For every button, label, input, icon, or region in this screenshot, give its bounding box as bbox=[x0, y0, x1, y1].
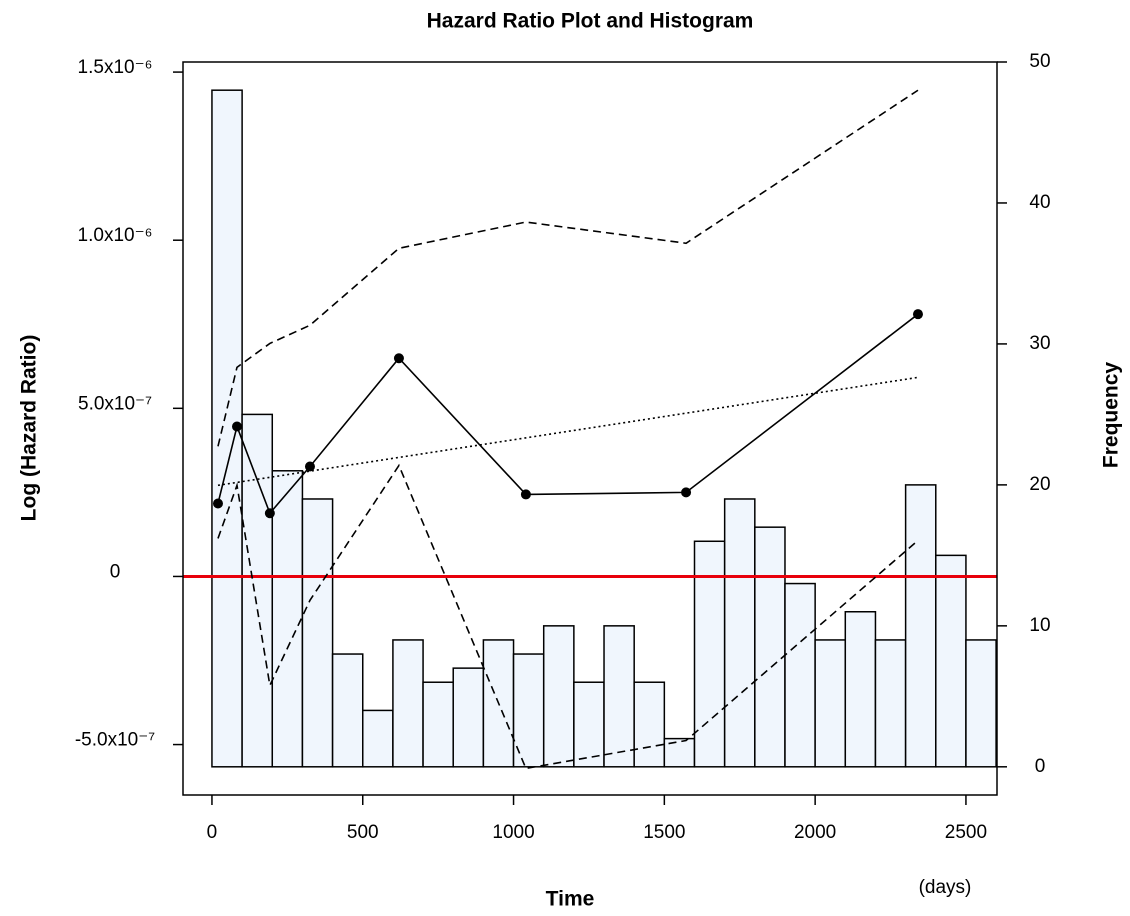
histogram-bar bbox=[301, 498, 334, 768]
hazard-point bbox=[681, 487, 692, 498]
hazard-line bbox=[217, 89, 919, 447]
y2-tick-label: 0 bbox=[1035, 756, 1046, 777]
y-tick-label: 1.0x10⁻⁶ bbox=[78, 225, 153, 246]
histogram-bar bbox=[361, 709, 394, 768]
y2-tick-label: 10 bbox=[1029, 615, 1050, 636]
x-tick-label: 0 bbox=[207, 822, 218, 843]
histogram-bar bbox=[422, 681, 454, 768]
y2-axis-label: Frequency bbox=[1100, 362, 1123, 469]
hazard-point bbox=[304, 461, 315, 472]
histogram-bar bbox=[331, 653, 364, 768]
histogram-bar bbox=[814, 639, 847, 768]
x-tick-label: 2000 bbox=[794, 822, 836, 843]
histogram-bar bbox=[512, 653, 545, 768]
histogram-bar bbox=[633, 681, 666, 768]
histogram-bar bbox=[904, 484, 937, 768]
hazard-point bbox=[520, 489, 531, 500]
hazard-point bbox=[231, 421, 242, 432]
y-tick-label: 5.0x10⁻⁷ bbox=[78, 393, 152, 414]
hazard-line bbox=[217, 376, 919, 487]
histogram-bar bbox=[965, 639, 997, 768]
y2-tick-label: 20 bbox=[1029, 474, 1050, 495]
histogram-bar bbox=[542, 625, 575, 768]
y-tick-label: -5.0x10⁻⁷ bbox=[75, 730, 155, 751]
y-tick-label: 0 bbox=[110, 561, 121, 582]
plot-frame bbox=[182, 61, 998, 796]
y2-tick-label: 40 bbox=[1029, 192, 1050, 213]
x-tick-label: 1000 bbox=[492, 822, 534, 843]
histogram-bar bbox=[723, 498, 756, 768]
x-axis-unit: (days) bbox=[919, 877, 972, 898]
x-axis-label: Time bbox=[546, 888, 595, 911]
histogram-bar bbox=[452, 667, 485, 768]
histogram-bar bbox=[241, 413, 274, 768]
y-tick-label: 1.5x10⁻⁶ bbox=[78, 57, 153, 78]
histogram-bar bbox=[573, 681, 605, 768]
histogram-bar bbox=[935, 554, 967, 768]
histogram-bar bbox=[603, 625, 635, 768]
histogram-bar bbox=[392, 639, 424, 768]
x-tick-label: 2500 bbox=[945, 822, 987, 843]
y2-tick-label: 30 bbox=[1029, 333, 1050, 354]
x-tick-label: 500 bbox=[347, 822, 379, 843]
histogram-bar bbox=[784, 582, 816, 768]
histogram-bar bbox=[693, 540, 726, 768]
hazard-line bbox=[217, 463, 919, 770]
hazard-point bbox=[212, 498, 223, 509]
x-tick-label: 1500 bbox=[643, 822, 685, 843]
hazard-point bbox=[393, 353, 404, 364]
histogram-bar bbox=[844, 611, 877, 768]
histogram-bar bbox=[754, 526, 786, 768]
hazard-line bbox=[217, 313, 919, 515]
hazard-point bbox=[912, 309, 923, 320]
y2-tick-label: 50 bbox=[1029, 51, 1050, 72]
histogram-bar bbox=[874, 639, 907, 768]
chart-title: Hazard Ratio Plot and Histogram bbox=[427, 10, 754, 33]
y-axis-label: Log (Hazard Ratio) bbox=[18, 335, 41, 522]
histogram-bar bbox=[271, 470, 304, 768]
hazard-point bbox=[264, 508, 275, 519]
